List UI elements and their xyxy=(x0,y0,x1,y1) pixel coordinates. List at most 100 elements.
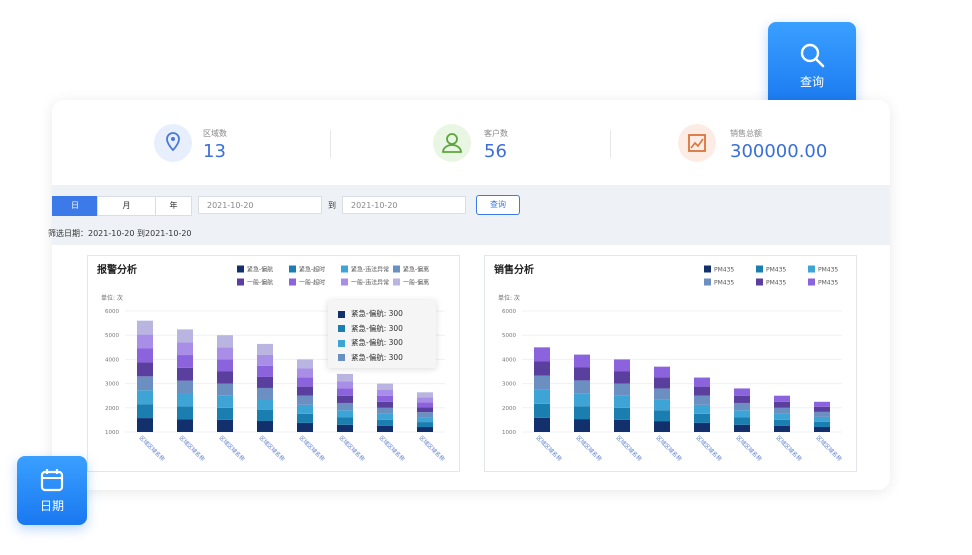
bar-segment xyxy=(177,393,193,407)
y-tick-label: 2000 xyxy=(105,406,119,412)
bar-segment xyxy=(337,424,353,432)
bar-segment xyxy=(137,418,153,432)
legend-swatch xyxy=(808,265,815,273)
legend-swatch xyxy=(393,278,400,286)
y-tick-label: 4000 xyxy=(105,357,119,363)
legend-label: 紧急-超时 xyxy=(299,266,325,274)
bar-segment xyxy=(257,354,273,366)
legend-label: 一般-超时 xyxy=(299,279,325,287)
bar-segment xyxy=(257,420,273,432)
bar-segment xyxy=(177,419,193,432)
bar-segment xyxy=(177,355,193,368)
tab-day[interactable]: 日 xyxy=(52,196,98,216)
bar-segment xyxy=(337,410,353,418)
bar-segment xyxy=(814,416,830,422)
bar-segment xyxy=(177,329,193,343)
tooltip-row: 紧急-偏航: 300 xyxy=(338,308,403,319)
stat-value: 56 xyxy=(484,141,507,162)
bar-segment xyxy=(574,354,590,368)
y-tick-label: 5000 xyxy=(502,333,516,339)
bar-segment xyxy=(337,417,353,425)
sales-icon xyxy=(678,124,716,162)
bar-segment xyxy=(137,404,153,419)
bar-segment xyxy=(297,377,313,387)
tab-month[interactable]: 月 xyxy=(97,196,156,216)
bar-segment xyxy=(614,407,630,420)
bar-segment xyxy=(574,406,590,420)
bar-segment xyxy=(734,388,750,396)
to-label: 到 xyxy=(328,201,336,210)
bar-segment xyxy=(337,373,353,382)
bar-segment xyxy=(534,417,550,432)
bar-segment xyxy=(217,395,233,408)
bar-segment xyxy=(137,376,153,391)
y-tick-label: 1000 xyxy=(105,430,119,436)
bar-segment xyxy=(417,412,433,418)
y-tick-label: 4000 xyxy=(502,357,516,363)
bar-segment xyxy=(417,392,433,398)
bar-segment xyxy=(297,368,313,378)
bar-segment xyxy=(614,419,630,432)
legend-label: PM435 xyxy=(714,280,734,287)
bar-segment xyxy=(257,398,273,410)
date-button[interactable]: 日期 xyxy=(17,456,87,525)
bar-segment xyxy=(614,395,630,408)
bar-segment xyxy=(257,376,273,388)
bar-segment xyxy=(337,381,353,389)
query-label: 查询 xyxy=(799,75,824,89)
legend-label: 一般-偏离 xyxy=(403,279,429,287)
end-date[interactable]: 2021-10-20 xyxy=(342,196,466,214)
bar-segment xyxy=(297,395,313,405)
bar-segment xyxy=(574,367,590,381)
bar-segment xyxy=(297,359,313,369)
bar-segment xyxy=(534,361,550,376)
bar-segment xyxy=(694,413,710,423)
bar-segment xyxy=(694,422,710,432)
filter-query-button[interactable]: 查询 xyxy=(476,195,520,215)
tooltip-swatch xyxy=(338,310,345,318)
start-date[interactable]: 2021-10-20 xyxy=(198,196,322,214)
legend-swatch xyxy=(237,265,244,273)
bar-segment xyxy=(297,386,313,396)
bar-segment xyxy=(257,409,273,421)
bar-segment xyxy=(694,404,710,414)
legend-swatch xyxy=(704,278,711,286)
bar-segment xyxy=(377,413,393,420)
chart-title: 报警分析 xyxy=(97,263,137,276)
bar-segment xyxy=(614,383,630,396)
bar-segment xyxy=(417,402,433,408)
bar-segment xyxy=(257,365,273,377)
tooltip-text: 紧急-偏航: 300 xyxy=(351,323,403,333)
bar-segment xyxy=(734,395,750,403)
bar-segment xyxy=(734,410,750,418)
bar-segment xyxy=(217,359,233,372)
y-tick-label: 3000 xyxy=(105,382,119,388)
legend-label: PM435 xyxy=(766,280,786,287)
legend-swatch xyxy=(756,265,763,273)
bar-segment xyxy=(137,390,153,405)
calendar-icon xyxy=(40,469,64,492)
bar-segment xyxy=(417,407,433,413)
legend-swatch xyxy=(341,278,348,286)
chart-title: 销售分析 xyxy=(494,263,534,276)
bar-segment xyxy=(217,407,233,420)
legend-label: 一般-违法异常 xyxy=(351,279,389,287)
bar-segment xyxy=(614,359,630,372)
bar-segment xyxy=(534,403,550,418)
query-button[interactable]: 查询 xyxy=(768,22,856,108)
bar-segment xyxy=(574,380,590,394)
legend-label: 一般-偏航 xyxy=(247,279,273,287)
tooltip-text: 紧急-偏航: 300 xyxy=(351,338,403,347)
bar-segment xyxy=(297,404,313,414)
bar-segment xyxy=(297,413,313,423)
bar-segment xyxy=(137,362,153,377)
bar-segment xyxy=(574,419,590,432)
bar-segment xyxy=(614,371,630,384)
bar-segment xyxy=(177,367,193,381)
legend-label: PM435 xyxy=(714,267,734,274)
bar-segment xyxy=(534,375,550,390)
tab-year[interactable]: 年 xyxy=(155,196,192,216)
legend-swatch xyxy=(289,265,296,273)
divider xyxy=(330,130,331,158)
